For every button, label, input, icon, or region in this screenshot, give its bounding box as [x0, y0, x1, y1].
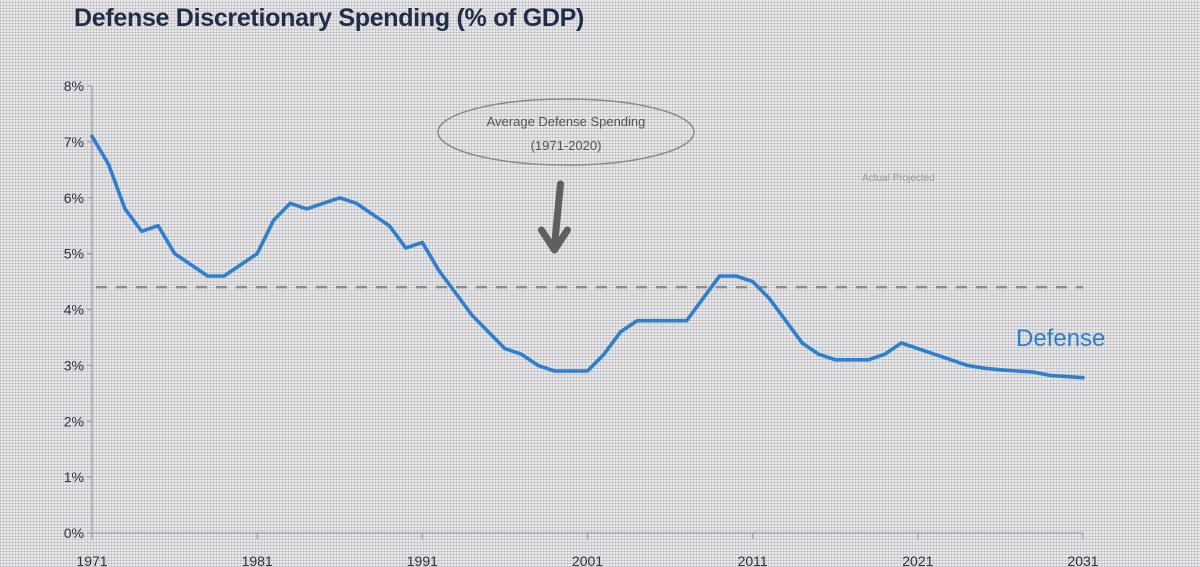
data-point: [669, 320, 671, 322]
data-point: [752, 281, 754, 283]
data-point: [702, 297, 704, 299]
data-point: [966, 364, 969, 366]
data-point: [917, 348, 919, 350]
data-point: [851, 359, 853, 361]
data-point: [1049, 374, 1051, 376]
data-point: [1065, 376, 1068, 378]
data-point: [1082, 377, 1084, 379]
data-point: [322, 202, 324, 204]
data-point: [636, 320, 638, 322]
data-point: [983, 367, 985, 369]
data-point: [207, 275, 209, 277]
annotation-ellipse: [437, 98, 695, 166]
data-point: [91, 135, 93, 137]
data-point: [950, 359, 952, 361]
data-point: [223, 275, 225, 277]
data-point: [190, 264, 192, 266]
data-point: [900, 342, 902, 344]
data-point: [471, 314, 473, 316]
data-point: [768, 297, 770, 299]
data-point: [735, 275, 737, 277]
data-point: [405, 247, 407, 249]
series-group: [90, 134, 1085, 380]
y-tick-label: 4%: [64, 302, 84, 318]
data-point: [570, 370, 572, 372]
data-point: [586, 370, 589, 372]
data-point: [421, 241, 423, 243]
x-tick-label: 1991: [407, 553, 438, 567]
y-tick-label: 8%: [64, 78, 84, 94]
data-point: [141, 230, 143, 232]
x-tick-label: 2011: [738, 553, 768, 567]
data-point: [273, 219, 275, 221]
y-tick-label: 2%: [64, 413, 84, 429]
y-tick-label: 5%: [64, 246, 84, 262]
data-point: [933, 353, 936, 355]
y-tick-label: 0%: [64, 525, 84, 541]
x-tick-label: 1981: [242, 553, 273, 567]
x-tick-label: 1971: [76, 553, 107, 567]
data-point: [372, 213, 374, 216]
data-point: [504, 348, 506, 350]
data-point: [339, 197, 341, 199]
data-point: [306, 208, 308, 210]
data-point: [999, 369, 1002, 371]
data-point: [867, 359, 869, 361]
annotation-line-2: (1971-2020): [531, 138, 602, 153]
down-arrow-icon: [537, 180, 571, 254]
data-point: [686, 320, 688, 322]
annotation-line-1: Average Defense Spending: [487, 114, 646, 129]
x-tick-label: 2001: [572, 553, 603, 567]
data-point: [834, 359, 836, 361]
data-point: [818, 353, 820, 355]
x-axis-ticks: 1971 1981 1991 2001 2011 2021 2031: [76, 533, 1099, 567]
y-tick-label: 3%: [64, 357, 84, 373]
data-point: [537, 364, 539, 366]
data-point: [124, 208, 126, 210]
data-point: [603, 353, 605, 355]
data-point: [454, 292, 456, 294]
data-point: [785, 320, 787, 322]
y-axis-ticks: 0% 1% 2% 3% 4% 5% 6% 7% 8%: [64, 78, 92, 541]
data-point: [884, 353, 886, 355]
data-point: [240, 264, 242, 266]
series-label-defense: Defense: [1016, 325, 1105, 352]
data-point: [653, 320, 655, 322]
x-tick-label: 2021: [902, 553, 933, 567]
data-point: [1016, 370, 1018, 372]
data-point: [157, 225, 159, 227]
average-annotation: Average Defense Spending (1971-2020): [437, 98, 695, 254]
y-tick-label: 6%: [64, 190, 84, 206]
data-point: [388, 225, 390, 227]
data-point: [355, 202, 357, 204]
data-point: [174, 253, 176, 255]
data-point: [289, 202, 291, 204]
y-tick-label: 1%: [64, 469, 84, 485]
data-point: [256, 253, 258, 255]
data-point: [1032, 371, 1034, 373]
axes: [91, 86, 1083, 534]
y-tick-label: 7%: [64, 134, 84, 150]
x-tick-label: 2031: [1067, 553, 1098, 567]
actual-projected-legend: Actual Projected: [862, 173, 935, 184]
data-point: [619, 331, 622, 333]
chart-title: Defense Discretionary Spending (% of GDP…: [74, 4, 585, 32]
data-point: [520, 353, 523, 355]
data-point: [107, 163, 110, 165]
data-point: [801, 342, 803, 344]
data-point: [719, 275, 721, 277]
data-point: [553, 370, 556, 372]
data-point: [487, 331, 489, 333]
data-point: [438, 269, 440, 271]
